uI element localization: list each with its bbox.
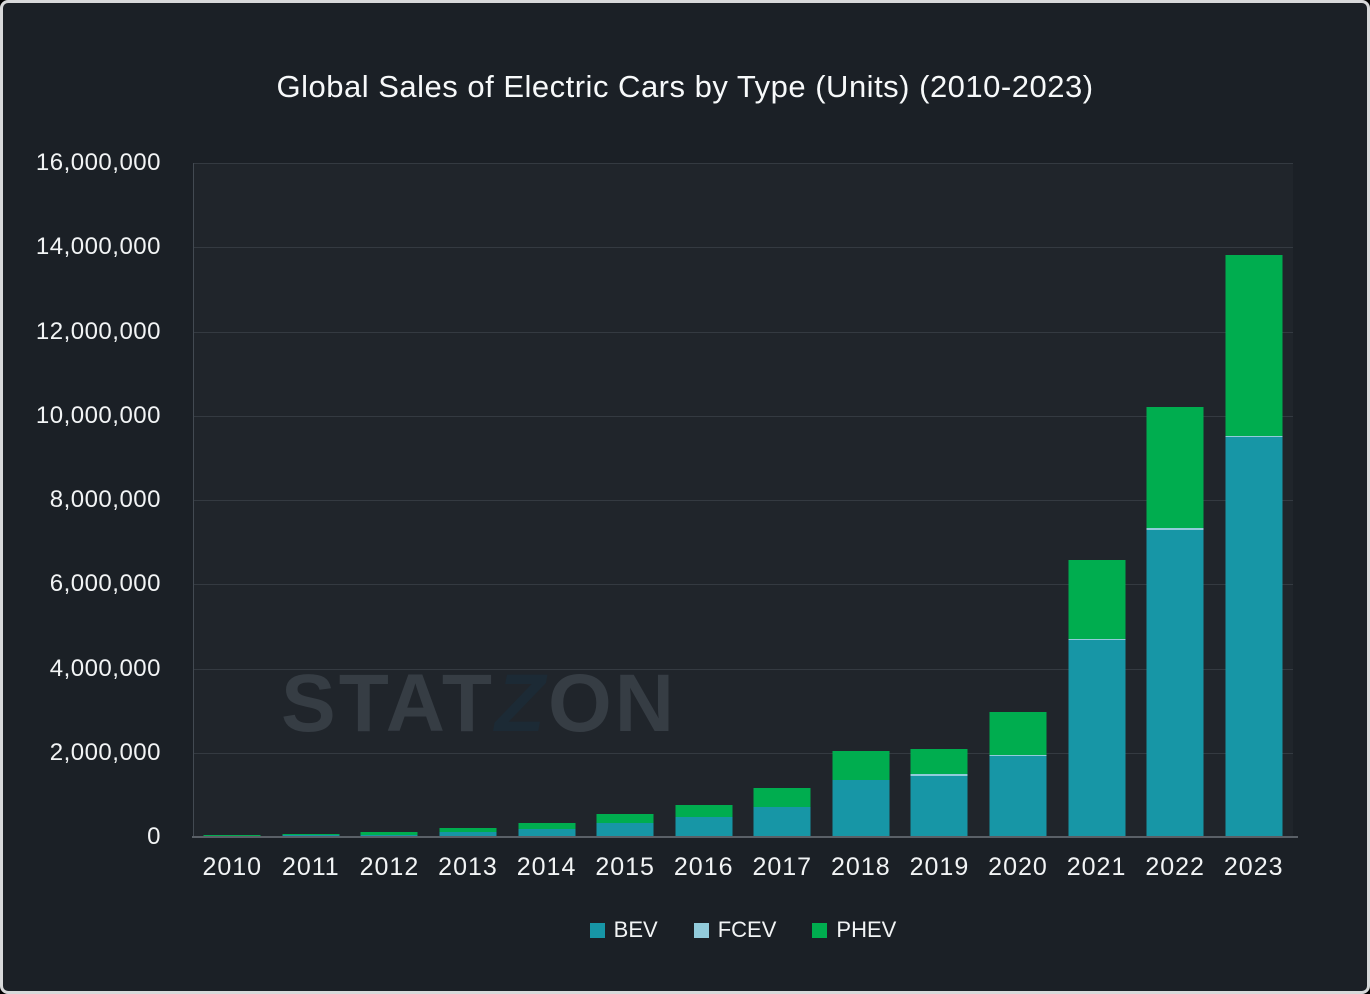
bar-segment-fcev-2022: [1146, 528, 1204, 530]
x-tick-label-2021: 2021: [1066, 853, 1127, 881]
bar-segment-phev-2017: [753, 787, 811, 807]
bar-group-2023: [1214, 163, 1293, 837]
bar-group-2010: [193, 163, 272, 837]
bar-segment-phev-2010: [203, 835, 261, 836]
bar-segment-bev-2014: [518, 828, 576, 837]
y-tick-label-14000000: 14,000,000: [35, 233, 161, 261]
legend-label-bev: BEV: [613, 917, 658, 942]
y-tick-label-4000000: 4,000,000: [49, 654, 161, 682]
bar-group-2017: [743, 163, 822, 837]
x-axis-line: [192, 836, 1298, 838]
bar-segment-phev-2018: [832, 751, 890, 781]
bar-segment-phev-2020: [989, 712, 1047, 755]
gridline-14000000: [193, 247, 1293, 249]
legend-item-phev: PHEV: [812, 917, 896, 943]
y-tick-label-8000000: 8,000,000: [49, 486, 161, 513]
legend-swatch-bev: [589, 922, 605, 938]
x-tick-label-2018: 2018: [831, 853, 891, 881]
y-tick-label-0: 0: [147, 823, 161, 850]
bar-segment-phev-2014: [518, 823, 576, 829]
x-tick-label-2010: 2010: [202, 853, 263, 881]
bar-group-2011: [272, 163, 351, 837]
bar-segment-phev-2011: [282, 834, 340, 836]
watermark-text-on: ON: [548, 658, 678, 749]
bar-group-2014: [507, 163, 586, 837]
watermark-text-stat: STAT: [281, 658, 495, 749]
bar-segment-fcev-2019: [910, 774, 968, 776]
gridline-6000000: [193, 584, 1293, 586]
x-tick-label-2015: 2015: [595, 853, 655, 881]
bar-segment-phev-2023: [1225, 255, 1283, 436]
x-tick-label-2012: 2012: [359, 853, 420, 881]
legend: BEV FCEV PHEV: [193, 917, 1293, 943]
bar-segment-bev-2020: [989, 755, 1047, 837]
y-tick-label-6000000: 6,000,000: [49, 570, 161, 598]
bar-segment-fcev-2023: [1225, 435, 1283, 437]
y-axis-line: [193, 163, 194, 837]
bar-segment-bev-2017: [753, 806, 811, 837]
bar-segment-phev-2019: [910, 749, 968, 775]
y-tick-label-12000000: 12,000,000: [35, 317, 161, 345]
x-tick-label-2011: 2011: [281, 853, 340, 881]
y-tick-label-10000000: 10,000,000: [35, 401, 161, 429]
gridline-2000000: [193, 752, 1293, 754]
legend-item-fcev: FCEV: [693, 917, 777, 943]
legend-label-fcev: FCEV: [717, 917, 777, 942]
bar-group-2015: [586, 163, 665, 837]
bar-segment-bev-2023: [1225, 436, 1283, 837]
legend-swatch-fcev: [693, 922, 709, 938]
legend-swatch-phev: [812, 922, 828, 938]
bar-segment-bev-2016: [675, 817, 733, 837]
x-tick-label-2022: 2022: [1145, 853, 1205, 881]
legend-item-bev: BEV: [589, 917, 658, 943]
bar-segment-fcev-2021: [1068, 638, 1126, 640]
x-tick-label-2016: 2016: [673, 853, 734, 881]
bar-segment-fcev-2020: [989, 754, 1047, 756]
bar-group-2019: [900, 163, 979, 837]
bar-segment-bev-2015: [596, 823, 654, 837]
watermark-logo: STATZON: [281, 663, 677, 745]
y-tick-label-2000000: 2,000,000: [49, 738, 161, 766]
plot-area: STATZON: [192, 163, 1298, 838]
y-tick-label-16000000: 16,000,000: [35, 149, 161, 176]
bar-segment-bev-2012: [360, 834, 418, 837]
x-tick-label-2013: 2013: [438, 853, 498, 881]
bar-group-2021: [1057, 163, 1136, 837]
gridline-10000000: [193, 415, 1293, 417]
gridline-16000000: [193, 163, 1293, 164]
bar-group-2018: [822, 163, 901, 837]
chart-title: Global Sales of Electric Cars by Type (U…: [276, 69, 1094, 104]
x-tick-label-2014: 2014: [516, 853, 577, 881]
legend-label-phev: PHEV: [836, 917, 897, 942]
bar-segment-bev-2019: [910, 775, 968, 837]
x-tick-label-2020: 2020: [988, 853, 1048, 881]
x-tick-label-2017: 2017: [752, 853, 813, 881]
bar-segment-phev-2013: [439, 828, 497, 833]
gridline-12000000: [193, 331, 1293, 333]
bar-segment-bev-2022: [1146, 529, 1204, 837]
x-tick-label-2019: 2019: [909, 853, 970, 881]
bar-segment-bev-2021: [1068, 639, 1126, 837]
bar-group-2020: [979, 163, 1058, 837]
bar-segment-bev-2018: [832, 780, 890, 837]
bar-group-2022: [1136, 163, 1215, 837]
gridline-4000000: [193, 668, 1293, 670]
bar-group-2012: [350, 163, 429, 837]
bar-segment-phev-2012: [360, 831, 418, 835]
bar-group-2013: [429, 163, 508, 837]
gridline-8000000: [193, 500, 1293, 501]
bar-segment-phev-2021: [1068, 559, 1126, 639]
bar-segment-phev-2015: [596, 813, 654, 824]
bar-segment-phev-2022: [1146, 407, 1204, 529]
bar-segment-bev-2013: [439, 832, 497, 837]
watermark-text-z: Z: [494, 658, 549, 749]
x-tick-label-2023: 2023: [1223, 853, 1284, 881]
bar-group-2016: [664, 163, 743, 837]
bar-segment-phev-2016: [675, 805, 733, 818]
